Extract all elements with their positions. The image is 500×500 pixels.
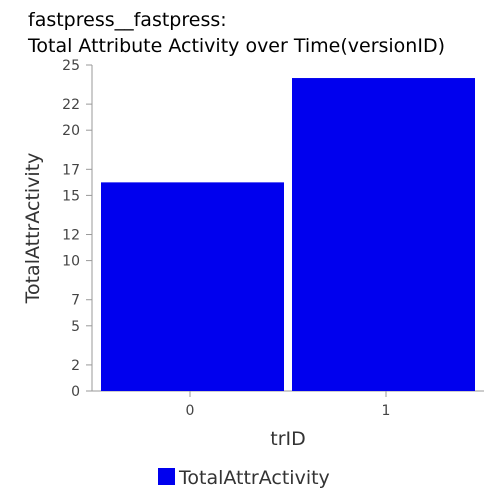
y-tick-label: 12 [62, 228, 80, 244]
legend-label: TotalAttrActivity [178, 467, 330, 489]
y-tick-label: 7 [71, 293, 80, 309]
legend-swatch [158, 468, 175, 485]
y-tick-label: 20 [62, 123, 80, 139]
chart-title-line-1: fastpress__fastpress: [28, 9, 227, 31]
x-tick-label: 1 [382, 403, 391, 419]
y-tick-label: 0 [71, 384, 80, 400]
y-tick-label: 17 [62, 162, 80, 178]
y-tick-label: 22 [62, 97, 80, 113]
y-tick-label: 10 [62, 254, 80, 270]
chart-title-line-2: Total Attribute Activity over Time(versi… [27, 35, 445, 57]
y-tick-label: 15 [62, 188, 80, 204]
y-tick-label: 5 [71, 319, 80, 335]
x-axis-label: trID [270, 428, 306, 450]
bar-1 [292, 78, 475, 391]
y-axis-label: TotalAttrActivity [22, 153, 44, 305]
bar-0 [101, 182, 284, 391]
y-tick-label: 2 [71, 358, 80, 374]
legend: TotalAttrActivity [158, 467, 330, 489]
x-tick-label: 0 [186, 403, 195, 419]
y-tick-label: 25 [62, 58, 80, 74]
